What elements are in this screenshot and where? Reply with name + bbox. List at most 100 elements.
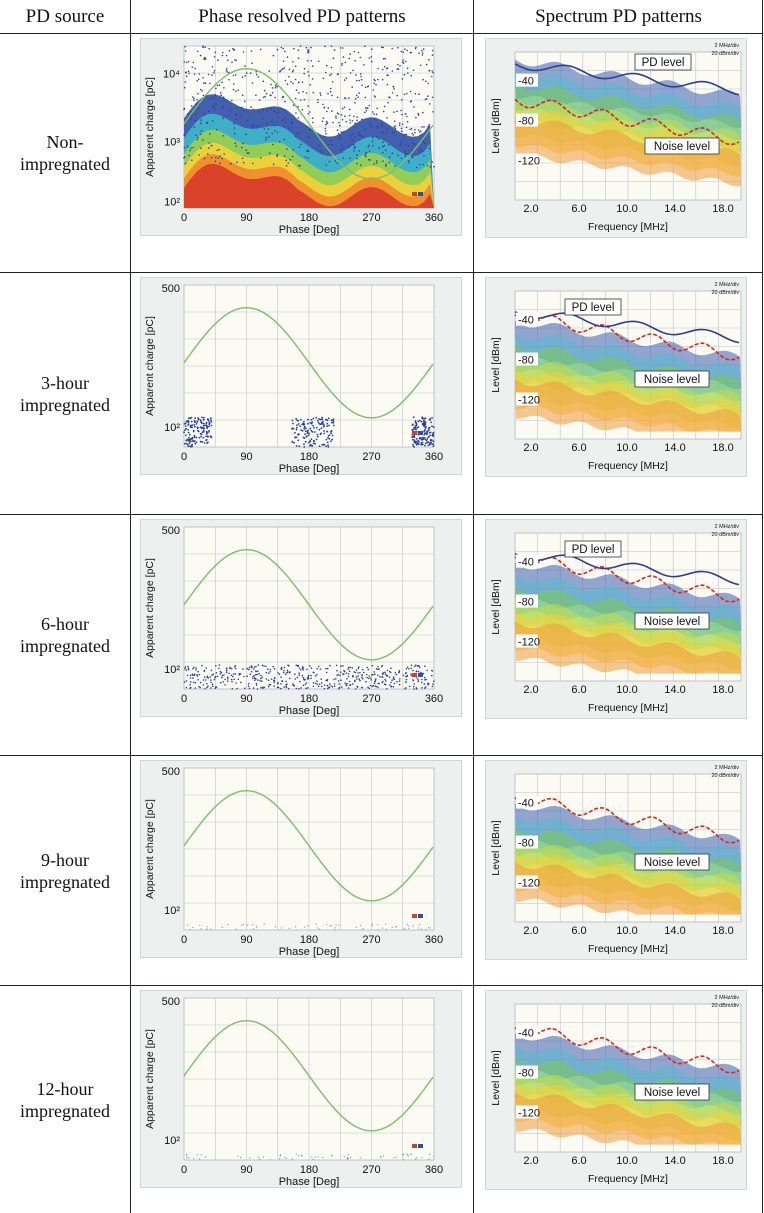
pd-pulse-point [332,424,335,427]
pd-pulse-point [351,139,354,141]
pd-pulse-point [225,667,228,670]
pd-pulse-point [265,92,268,95]
pd-pulse-point [320,678,322,680]
pd-pulse-point [330,45,333,47]
pd-pulse-point [338,683,340,685]
pd-pulse-point [370,55,373,58]
pd-pulse-point [239,115,241,118]
pd-pulse-point [388,676,391,678]
pd-pulse-point [232,673,235,675]
pd-pulse-point [425,439,428,442]
pd-pulse-point [228,672,230,675]
pd-pulse-point [213,107,216,110]
pd-pulse-point [186,924,189,926]
pd-pulse-point [421,417,424,420]
pd-pulse-point [412,416,415,419]
pd-pulse-point [401,78,404,80]
pd-pulse-point [234,665,237,667]
prpd-x-tick: 90 [240,212,252,224]
spectrum-y-tick: -40 [518,798,534,810]
pd-pulse-point [194,421,197,424]
pd-pulse-point [391,92,394,94]
prpd-x-tick: 360 [425,1164,443,1176]
pd-pulse-point [340,679,342,681]
pd-pulse-point [371,685,374,688]
pd-pulse-point [402,51,405,53]
prpd-x-axis-label: Phase [Deg] [279,946,340,958]
pd-pulse-point [280,69,283,71]
pd-pulse-point [356,119,358,122]
pd-pulse-point [300,668,302,671]
pd-pulse-point [290,81,292,83]
pd-pulse-point [405,60,407,63]
pd-pulse-point [218,84,221,87]
pd-pulse-point [224,678,226,681]
pd-pulse-point [408,161,411,164]
pd-pulse-point [355,94,358,97]
pd-pulse-point [421,681,423,684]
pd-pulse-point [379,675,381,678]
pd-pulse-point [373,118,376,120]
pd-pulse-point [355,74,357,76]
pd-pulse-point [271,120,273,123]
pd-pulse-point [323,106,326,109]
pd-source-line: impregnated [20,154,110,174]
pd-pulse-point [201,431,204,434]
pd-pulse-point [385,67,388,70]
pd-pulse-point [325,123,327,126]
phase-reference-sine [183,548,434,661]
pd-pulse-point [203,418,205,421]
pd-pulse-point [413,436,416,439]
pd-pulse-point [205,435,207,438]
pd-pulse-point [328,160,331,163]
pd-pulse-point [390,667,392,669]
pd-pulse-point [317,927,319,929]
pd-pulse-point [220,671,223,674]
pd-pulse-point [330,421,333,424]
pd-pulse-point [195,441,198,444]
pd-pulse-point [190,115,193,117]
prpd-x-tick: 270 [362,451,380,463]
pd-pulse-point [319,433,322,436]
pd-pulse-point [298,667,301,669]
density-band [184,163,434,208]
pd-pulse-point [304,156,307,158]
pd-pulse-point [221,674,224,677]
pd-pulse-point [429,440,432,442]
pd-pulse-point [190,420,193,423]
pd-pulse-point [255,925,257,927]
spectrum-scale-note: 20 dBm/div [711,51,739,57]
pd-pulse-point [285,164,288,167]
pd-pulse-point [321,120,324,123]
pd-pulse-point [345,684,347,686]
pd-pulse-point [205,667,207,669]
pd-pulse-point [359,1157,361,1159]
pd-pulse-point [386,117,388,119]
pd-pulse-point [209,435,212,437]
prpd-x-tick: 180 [300,1164,318,1176]
pd-pulse-point [282,47,285,50]
pd-pulse-point [354,122,356,125]
pd-pulse-point [397,154,399,156]
pd-pulse-point [284,1156,286,1158]
pd-pulse-point [232,88,235,91]
pd-pulse-point [236,687,238,690]
prpd-x-tick: 90 [240,934,252,946]
pd-pulse-point [409,128,411,131]
pd-pulse-point [388,161,390,164]
prpd-y-axis-label: Apparent charge [pC] [144,1029,156,1129]
pd-pulse-point [405,678,408,681]
pd-pulse-point [235,90,237,93]
pd-pulse-point [316,433,319,436]
pd-pulse-point [427,430,429,432]
pd-pulse-point [399,144,402,146]
pd-pulse-point [205,439,207,442]
noise-level-label: Noise level [644,1087,700,1099]
pd-pulse-point [219,673,222,675]
pd-pulse-point [365,673,368,676]
pd-pulse-point [346,1157,349,1159]
pd-pulse-point [247,119,249,122]
pd-pulse-point [225,69,228,72]
pd-pulse-point [347,675,350,678]
phase-reference-sine [183,789,434,902]
